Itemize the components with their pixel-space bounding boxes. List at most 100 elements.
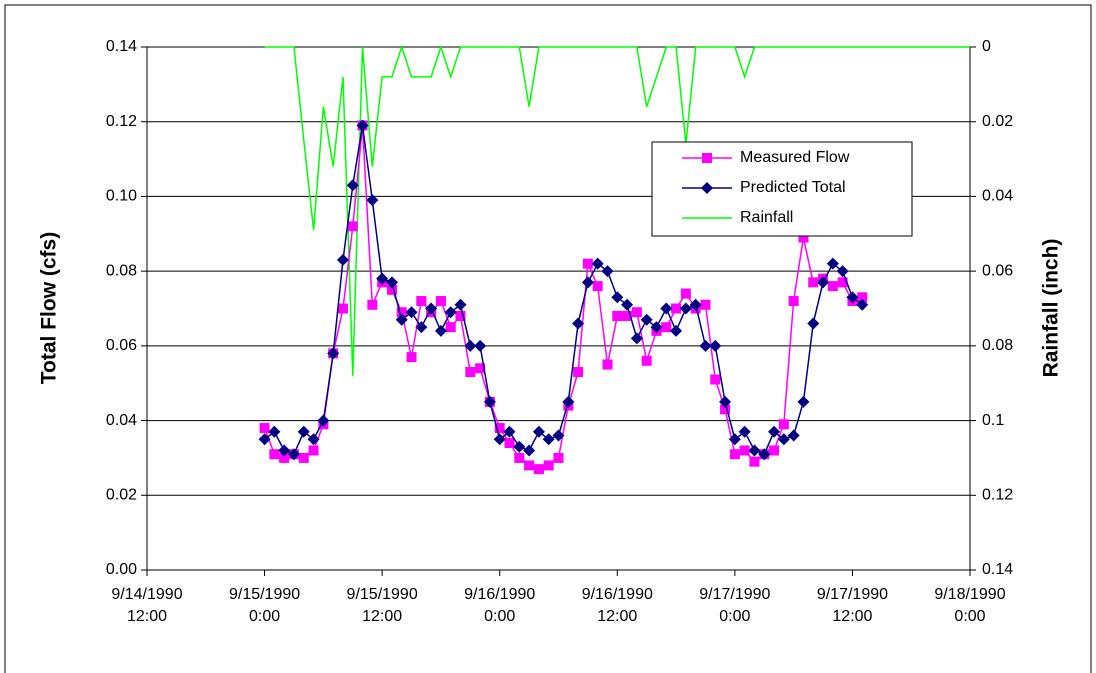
marker bbox=[475, 363, 486, 374]
marker bbox=[670, 324, 683, 337]
marker bbox=[769, 445, 780, 456]
marker bbox=[689, 298, 702, 311]
marker bbox=[503, 425, 516, 438]
marker bbox=[807, 317, 820, 330]
marker bbox=[728, 433, 741, 446]
x-tick-label: 9/16/1990 12:00 bbox=[581, 586, 653, 625]
marker bbox=[826, 257, 839, 270]
marker bbox=[259, 423, 270, 434]
marker bbox=[405, 306, 418, 319]
marker bbox=[523, 444, 536, 457]
marker bbox=[308, 445, 319, 456]
y2-tick-label: 0.12 bbox=[982, 487, 1013, 504]
marker bbox=[494, 423, 505, 434]
marker bbox=[376, 272, 389, 285]
marker bbox=[797, 395, 810, 408]
legend-label: Rainfall bbox=[740, 209, 793, 226]
marker bbox=[601, 265, 614, 278]
marker bbox=[679, 302, 692, 315]
marker bbox=[532, 425, 545, 438]
marker bbox=[386, 284, 397, 295]
marker bbox=[612, 310, 623, 321]
marker bbox=[582, 258, 593, 269]
marker bbox=[680, 288, 691, 299]
y2-tick-label: 0.06 bbox=[982, 262, 1013, 279]
marker bbox=[631, 307, 642, 318]
marker bbox=[366, 194, 379, 207]
marker bbox=[808, 277, 819, 288]
marker bbox=[406, 352, 417, 363]
marker bbox=[542, 433, 555, 446]
marker bbox=[650, 321, 663, 334]
marker bbox=[435, 296, 446, 307]
marker bbox=[543, 460, 554, 471]
marker bbox=[514, 452, 525, 463]
marker bbox=[395, 313, 408, 326]
series-line bbox=[264, 44, 970, 376]
marker bbox=[455, 310, 466, 321]
marker bbox=[454, 298, 467, 311]
marker bbox=[749, 456, 760, 467]
marker bbox=[671, 303, 682, 314]
x-tick-label: 9/15/1990 12:00 bbox=[346, 586, 418, 625]
marker bbox=[465, 367, 476, 378]
marker bbox=[611, 291, 624, 304]
y2-tick-label: 0 bbox=[982, 38, 991, 55]
y-tick-label: 0.00 bbox=[106, 561, 137, 578]
marker bbox=[777, 433, 790, 446]
marker bbox=[337, 303, 348, 314]
x-tick-label: 9/18/1990 0:00 bbox=[934, 586, 1006, 625]
marker bbox=[660, 302, 673, 315]
marker bbox=[434, 324, 447, 337]
marker bbox=[258, 433, 271, 446]
y2-tick-label: 0.14 bbox=[982, 561, 1013, 578]
marker bbox=[385, 276, 398, 289]
marker bbox=[592, 281, 603, 292]
marker bbox=[709, 339, 722, 352]
marker bbox=[630, 332, 643, 345]
marker bbox=[298, 452, 309, 463]
y-tick-label: 0.06 bbox=[106, 337, 137, 354]
marker bbox=[748, 444, 761, 457]
y-axis-label: Total Flow (cfs) bbox=[38, 232, 61, 384]
marker bbox=[464, 339, 477, 352]
marker bbox=[396, 307, 407, 318]
marker bbox=[346, 179, 359, 192]
marker bbox=[416, 296, 427, 307]
marker bbox=[846, 291, 859, 304]
marker bbox=[562, 395, 575, 408]
marker bbox=[347, 221, 358, 232]
marker bbox=[297, 425, 310, 438]
marker bbox=[602, 359, 613, 370]
marker bbox=[778, 419, 789, 430]
marker bbox=[356, 119, 369, 132]
marker bbox=[269, 449, 280, 460]
marker bbox=[552, 429, 565, 442]
marker bbox=[827, 281, 838, 292]
marker bbox=[581, 276, 594, 289]
y2-tick-label: 0.1 bbox=[982, 412, 1004, 429]
x-tick-label: 9/15/1990 0:00 bbox=[228, 586, 301, 625]
marker bbox=[504, 437, 515, 448]
y-tick-label: 0.04 bbox=[106, 412, 137, 429]
marker bbox=[817, 276, 830, 289]
marker bbox=[640, 313, 653, 326]
marker bbox=[317, 414, 330, 427]
marker bbox=[836, 265, 849, 278]
marker bbox=[524, 460, 535, 471]
x-tick-label: 9/16/1990 0:00 bbox=[464, 586, 536, 625]
y2-tick-label: 0.04 bbox=[982, 188, 1013, 205]
y-tick-label: 0.08 bbox=[106, 262, 137, 279]
y-tick-label: 0.14 bbox=[106, 38, 137, 55]
marker bbox=[702, 153, 712, 163]
legend-label: Measured Flow bbox=[740, 149, 850, 166]
marker bbox=[787, 429, 800, 442]
x-tick-label: 9/14/1990 12:00 bbox=[111, 586, 183, 625]
marker bbox=[268, 425, 281, 438]
marker bbox=[591, 257, 604, 270]
marker bbox=[444, 306, 457, 319]
marker bbox=[798, 232, 809, 243]
legend-label: Predicted Total bbox=[740, 179, 846, 196]
x-tick-label: 9/17/1990 0:00 bbox=[699, 586, 771, 625]
